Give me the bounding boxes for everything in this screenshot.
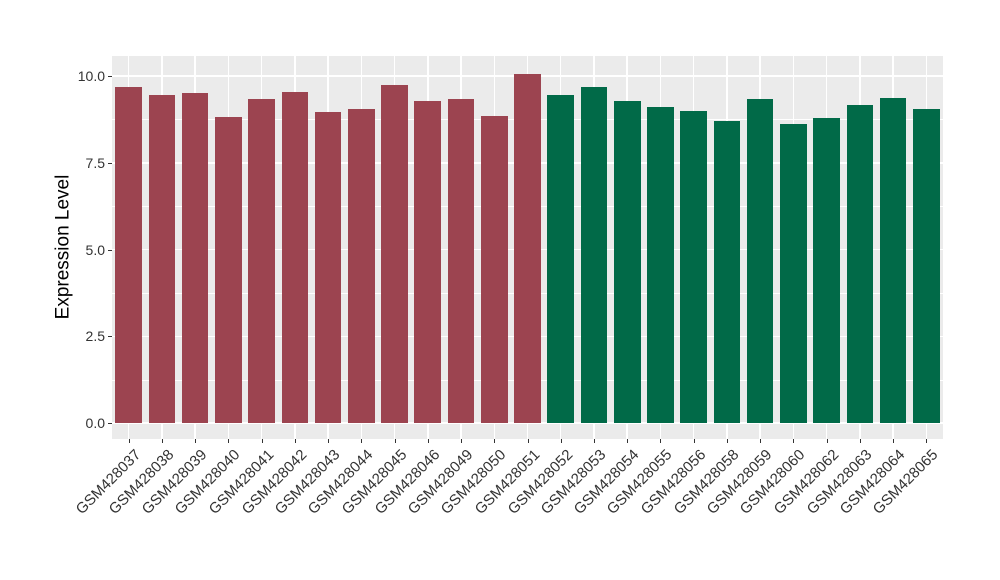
x-axis-tick — [893, 439, 895, 443]
x-axis-tick — [760, 439, 762, 443]
bar-GSM428043 — [314, 112, 342, 423]
x-axis-tick — [228, 439, 230, 443]
y-axis-tick — [108, 336, 112, 338]
bar-GSM428049 — [447, 98, 475, 423]
x-axis-tick — [660, 439, 662, 443]
bar-GSM428044 — [348, 109, 375, 423]
x-axis-tick — [427, 439, 429, 443]
x-axis-tick — [195, 439, 197, 443]
x-axis-tick — [394, 439, 396, 443]
x-axis-tick — [527, 439, 529, 443]
x-axis-tick — [726, 439, 728, 443]
bar-GSM428041 — [248, 99, 275, 423]
x-axis-tick — [693, 439, 695, 443]
x-axis-tick — [627, 439, 629, 443]
x-axis-tick — [361, 439, 363, 443]
bar-GSM428050 — [480, 115, 508, 423]
x-axis-tick — [560, 439, 562, 443]
y-axis-tick — [108, 423, 112, 424]
y-axis-tick-label: 7.5 — [85, 154, 105, 171]
y-axis-tick — [108, 76, 112, 77]
bar-GSM428042 — [281, 91, 309, 423]
y-axis-tick-label: 2.5 — [85, 328, 105, 345]
x-axis-tick — [128, 439, 130, 443]
bar-GSM428038 — [148, 94, 176, 423]
bar-GSM428059 — [746, 99, 774, 423]
bar-GSM428045 — [381, 85, 408, 423]
y-axis-tick-label: 5.0 — [85, 241, 105, 258]
plot-panel — [112, 56, 943, 439]
x-axis-tick — [593, 439, 595, 443]
x-axis-tick — [793, 439, 795, 443]
x-axis-tick — [161, 439, 163, 443]
bar-GSM428054 — [613, 100, 641, 423]
y-axis-tick-label: 10.0 — [77, 68, 105, 84]
bar-GSM428040 — [215, 117, 242, 423]
bar-GSM428056 — [680, 111, 707, 423]
y-axis-tick — [108, 162, 112, 164]
x-axis-tick — [328, 439, 330, 443]
bar-GSM428060 — [780, 123, 807, 423]
x-axis-tick — [859, 439, 861, 443]
y-axis-tick-label: 0.0 — [85, 415, 105, 431]
bar-GSM428051 — [514, 74, 541, 423]
x-axis-tick — [826, 439, 828, 443]
x-axis-tick — [494, 439, 496, 443]
gridline-major — [112, 422, 943, 424]
x-axis-tick — [926, 439, 928, 443]
y-axis-tick — [108, 249, 112, 251]
bar-GSM428053 — [580, 86, 608, 423]
bar-GSM428055 — [647, 106, 674, 423]
bar-GSM428052 — [547, 94, 575, 423]
bar-GSM428058 — [713, 121, 741, 423]
bar-GSM428064 — [879, 98, 907, 423]
bar-GSM428037 — [115, 87, 142, 423]
x-axis-tick — [261, 439, 263, 443]
bar-GSM428062 — [813, 117, 840, 423]
bar-GSM428063 — [846, 105, 874, 423]
bar-GSM428046 — [414, 100, 442, 423]
bar-GSM428065 — [913, 108, 940, 423]
x-axis-tick — [294, 439, 296, 443]
x-axis-tick — [461, 439, 463, 443]
bar-GSM428039 — [181, 93, 209, 423]
